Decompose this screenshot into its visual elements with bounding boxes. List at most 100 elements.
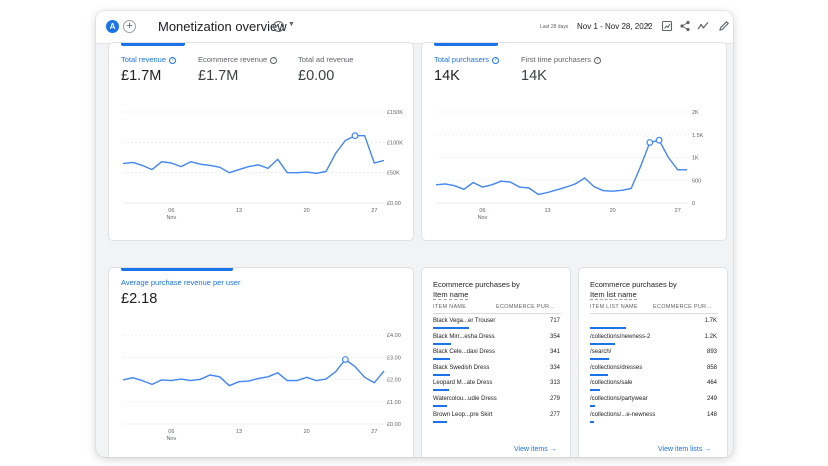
account-avatar[interactable]: A [106,20,119,33]
table-row-name[interactable]: Black Swedish Dress [433,364,490,371]
table-row-value: 1.2K [704,333,717,340]
y-tick-label: £2.00 [387,378,401,384]
info-icon[interactable]: ? [270,57,278,64]
table-row-value: 313 [549,380,560,387]
metric-total-revenue[interactable]: Total revenue? £1.7M [121,55,177,84]
table-row-name[interactable]: Black Cele...daxi Dress [433,349,496,356]
table-row-name[interactable]: Leopard M...ate Dress [433,380,493,387]
data-point-marker[interactable] [351,132,359,140]
table-row-name[interactable]: Brown Leop...pre Skirt [433,411,493,418]
table-row-name[interactable]: /search/ [590,349,612,356]
header-divider [433,313,561,314]
y-tick-label: £0.00 [387,201,401,207]
table-row-value: 717 [549,318,560,324]
date-range-picker[interactable]: Nov 1 - Nov 28, 2022 [577,22,653,31]
table-row-share-bar [433,373,450,376]
info-icon[interactable]: ? [492,57,500,64]
y-tick-label: 1.5K [692,133,704,139]
data-point-marker[interactable] [655,136,663,144]
x-tick-label: 13 [236,208,242,214]
x-tick-label: 13 [236,429,242,435]
table-row-name[interactable]: Black Vega...er Trouser [433,318,496,324]
metric-total-ad-revenue[interactable]: Total ad revenue £0.00 [298,55,353,84]
revenue-card: Total revenue? £1.7M Ecommerce revenue? … [108,42,414,241]
metric-label: Ecommerce revenue [198,55,268,64]
y-tick-label: £4.00 [387,333,401,339]
table-row-name[interactable]: /collections/...e-newness [590,411,656,418]
metric-value: 14K [521,68,547,84]
table-row-value: 277 [549,411,560,418]
metric-label: Total purchasers [434,55,490,64]
table-row-value: 148 [706,411,717,418]
column-header-purchases[interactable]: ECOMMERCE PUR... [653,304,712,310]
info-icon[interactable]: ? [169,57,177,64]
x-tick-month-label: Nov [166,215,176,221]
series-line[interactable] [122,134,385,175]
y-tick-label: 500 [692,178,701,184]
info-icon[interactable]: ? [594,57,602,64]
metric-total-purchasers[interactable]: Total purchasers? 14K [434,55,500,84]
share-icon[interactable] [679,20,691,32]
table-row-name[interactable]: /collections/sale [590,380,633,387]
arpu-card: Average purchase revenue per user £2.18 … [108,267,414,457]
chevron-down-icon[interactable]: ▼ [288,21,295,28]
data-point-marker[interactable] [341,356,349,363]
selected-metric-indicator [121,43,185,46]
metric-value: £2.18 [121,291,158,307]
x-tick-label: 27 [675,208,681,214]
table-row-name[interactable]: Black Mirr...esha Dress [433,333,495,340]
view-item-lists-link[interactable]: View item lists → [658,446,711,453]
table-row-value: 334 [549,364,560,371]
y-tick-label: £100K [387,140,403,146]
series-line[interactable] [435,139,687,196]
table-row-share-bar [590,405,596,407]
check-circle-icon[interactable]: ✓ [273,21,284,32]
table-row-name[interactable]: /collections/newness-2 [590,333,651,340]
series-line[interactable] [122,358,385,387]
table-dimension-selector[interactable]: Item name [433,290,469,300]
x-tick-month-label: Nov [166,436,176,442]
y-tick-label: £0.00 [387,422,401,428]
table-row-share-bar [433,405,448,407]
table-row-share-bar [590,327,626,329]
x-tick-label: 27 [371,429,377,435]
arrow-right-icon: → [549,446,557,453]
data-point-marker[interactable] [646,139,654,146]
table-row-value: 893 [706,349,717,356]
x-tick-label: 27 [371,208,377,214]
selected-metric-indicator [434,43,498,46]
table-row-name[interactable]: /collections/dresses [590,364,643,371]
table-row-name[interactable]: /collections/partywear [590,396,648,402]
metric-first-time-purchasers[interactable]: First time purchasers? 14K [521,55,602,84]
metric-average-purchase-revenue[interactable]: Average purchase revenue per user £2.18 [121,278,241,307]
table-dimension-selector[interactable]: Item list name [590,290,637,300]
x-tick-month-label: Nov [478,215,488,221]
date-dropdown-icon[interactable]: ▼ [645,23,651,29]
column-header-purchases[interactable]: ECOMMERCE PUR... [496,304,555,310]
metric-value: £1.7M [198,68,239,84]
table-row-name[interactable]: Watercolou...udie Dress [433,396,497,402]
item-lists-table-card: Ecommerce purchases by Item list name IT… [578,267,728,457]
table-title-line1: Ecommerce purchases by [433,280,520,289]
metric-value: £1.7M [121,68,162,84]
table-title-line1: Ecommerce purchases by [590,280,677,289]
edit-icon[interactable] [718,20,730,32]
metric-ecommerce-revenue[interactable]: Ecommerce revenue? £1.7M [198,55,278,84]
table-row-share-bar [433,358,451,361]
date-range-prefix: Last 28 days [540,24,569,30]
x-tick-label: 20 [610,208,616,214]
table-row-share-bar [433,327,469,329]
insights-icon[interactable] [697,20,709,32]
selected-metric-indicator [121,268,233,271]
customize-report-icon[interactable] [661,20,673,32]
y-tick-label: 1K [692,156,699,162]
column-header-item-name[interactable]: ITEM NAME [433,304,467,310]
x-tick-label: 20 [304,208,310,214]
column-header-item-list-name[interactable]: ITEM LIST NAME [590,304,638,310]
view-items-link[interactable]: View items → [514,446,557,453]
add-comparison-button[interactable]: + [123,20,136,33]
table-row-share-bar [590,389,600,392]
